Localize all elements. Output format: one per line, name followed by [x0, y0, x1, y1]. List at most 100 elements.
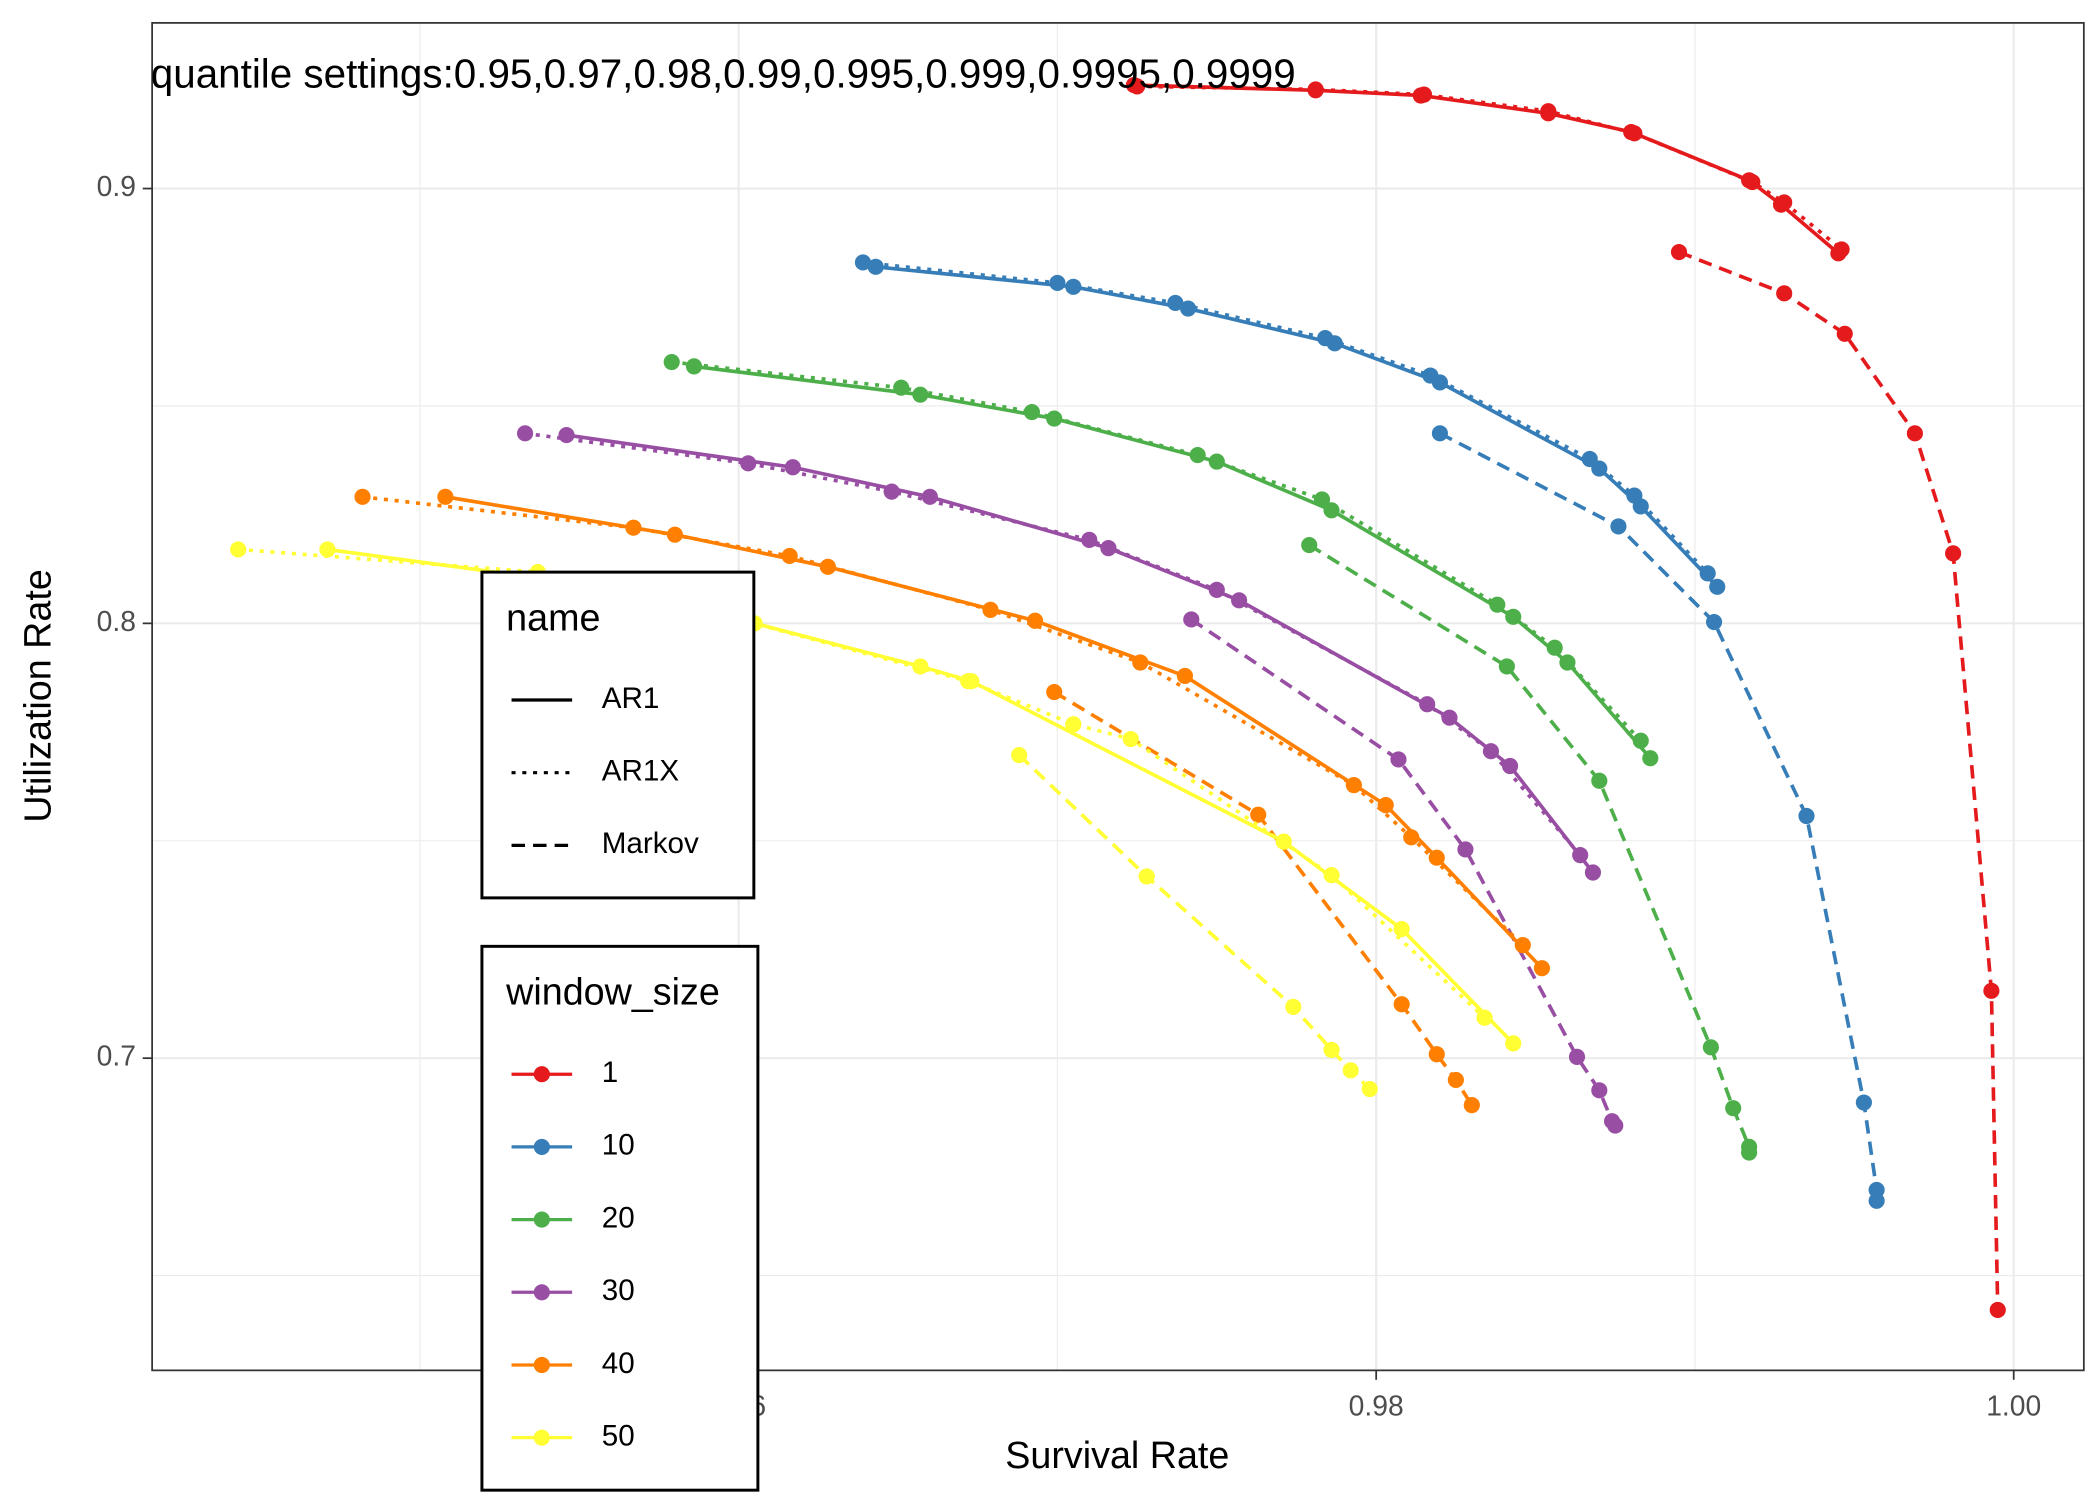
data-point: [1670, 243, 1688, 261]
data-point: [1705, 613, 1723, 631]
data-point: [1049, 274, 1066, 291]
data-point: [1447, 1071, 1464, 1088]
data-point: [354, 488, 371, 505]
data-point: [1301, 537, 1318, 554]
legend-label: 1: [602, 1056, 618, 1089]
y-tick-label: 0.7: [97, 1040, 136, 1072]
series-line: [445, 495, 1544, 970]
data-point: [1317, 330, 1334, 347]
data-point: [1533, 960, 1551, 977]
data-point: [1231, 592, 1248, 609]
data-point: [1983, 982, 2000, 999]
data-point: [1489, 596, 1506, 613]
data-point: [1776, 285, 1793, 302]
data-point: [1422, 367, 1439, 384]
data-point: [1323, 1041, 1340, 1058]
data-point: [1482, 743, 1500, 760]
data-point: [1855, 1094, 1872, 1111]
data-point: [1744, 173, 1761, 191]
data-point: [1345, 777, 1362, 794]
data-point: [230, 541, 247, 558]
data-point: [1514, 937, 1531, 954]
data-point: [1559, 654, 1576, 671]
legend-box: [480, 570, 756, 900]
data-point: [893, 379, 910, 396]
legend-label: AR1X: [602, 755, 680, 788]
data-point: [1403, 829, 1420, 846]
data-point: [1342, 1062, 1359, 1079]
data-point: [921, 488, 938, 505]
data-point: [1626, 487, 1643, 504]
panel-border: [151, 22, 2085, 1372]
y-tick-label: 0.9: [97, 170, 136, 202]
data-point: [558, 427, 575, 444]
series-line: [524, 431, 1582, 857]
data-point: [740, 455, 757, 472]
data-point: [883, 483, 900, 500]
data-point: [1836, 325, 1853, 342]
legend-label: 50: [602, 1420, 635, 1453]
legend-label: AR1: [602, 682, 660, 715]
data-point: [625, 519, 642, 536]
legend-point-sample: [533, 1356, 550, 1374]
data-point: [1132, 654, 1149, 671]
data-point: [1584, 864, 1602, 881]
data-point: [1581, 450, 1598, 468]
data-point: [1176, 667, 1193, 685]
legend-point-sample: [533, 1138, 550, 1155]
data-point: [1431, 425, 1449, 442]
data-point: [1361, 1080, 1378, 1098]
legend-layer: name AR1 AR1X Markov window_size 1 10 20 30 40 50: [480, 570, 760, 1492]
data-point: [1610, 518, 1627, 535]
data-point: [1741, 1144, 1758, 1161]
data-point: [1457, 841, 1474, 858]
data-point: [1023, 403, 1040, 421]
data-point: [1868, 1192, 1885, 1209]
data-point: [1065, 716, 1082, 733]
data-point: [1632, 732, 1649, 749]
data-point: [1208, 581, 1225, 598]
data-point: [319, 541, 336, 558]
data-point: [1122, 730, 1139, 748]
data-point: [1572, 847, 1589, 864]
plot-layer: [230, 76, 2006, 1319]
y-tick-label: 0.8: [97, 605, 136, 637]
y-axis-title: Utilization Rate: [16, 569, 58, 822]
data-point: [912, 386, 929, 403]
data-point: [1833, 241, 1850, 258]
data-point: [819, 558, 836, 575]
data-point: [1313, 491, 1331, 508]
data-point: [663, 353, 680, 371]
data-point: [1989, 1301, 2006, 1319]
annotation: quantile settings:0.95,0.97,0.98,0.99,0.…: [151, 50, 1296, 96]
legend-label: 10: [602, 1129, 635, 1162]
data-point: [1027, 612, 1044, 629]
data-point: [1183, 611, 1200, 628]
data-point: [1540, 103, 1557, 120]
legend-label: 30: [602, 1274, 635, 1307]
legend-point-sample: [533, 1211, 550, 1228]
data-point: [437, 488, 454, 505]
data-point: [1129, 78, 1146, 95]
data-point: [1377, 797, 1394, 814]
data-point: [1390, 751, 1407, 768]
data-point: [1046, 410, 1063, 427]
x-axis-title: Survival Rate: [1005, 1434, 1229, 1476]
data-point: [1250, 806, 1267, 823]
data-point: [1709, 578, 1726, 595]
data-point: [854, 254, 872, 271]
data-point: [1642, 750, 1659, 767]
data-point: [1065, 278, 1082, 295]
data-point: [1626, 125, 1643, 142]
data-point: [1307, 81, 1324, 98]
data-point: [982, 601, 999, 618]
series-line: [693, 364, 1652, 760]
data-point: [1906, 425, 1923, 442]
data-point: [1607, 1117, 1624, 1134]
data-point: [1081, 531, 1098, 548]
data-point: [1498, 658, 1515, 675]
data-point: [1046, 683, 1063, 701]
